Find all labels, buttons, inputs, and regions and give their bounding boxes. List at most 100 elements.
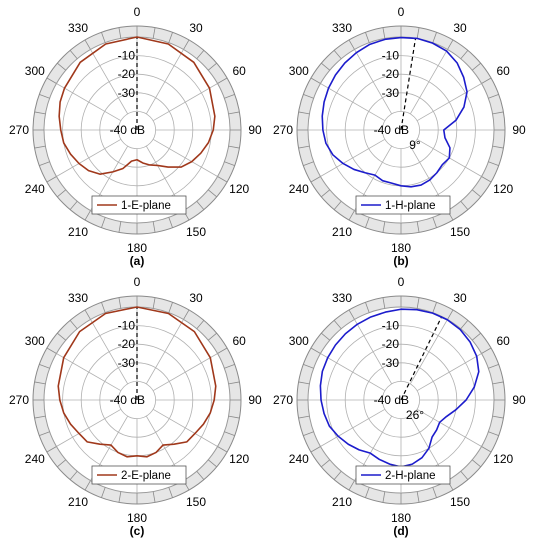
angle-tick-label: 90	[248, 123, 262, 137]
angle-tick-mark	[84, 480, 91, 491]
angle-tick-mark	[471, 459, 481, 468]
angle-tick-mark	[310, 347, 321, 354]
polar-panel-d: 0 30 60 90 120 150 180 210 240 270 300 330 -10 -20 -30…	[273, 275, 526, 538]
angle-tick-mark	[183, 39, 190, 50]
angle-tick-label: 90	[248, 393, 262, 407]
legend-label: 2-H-plane	[385, 470, 436, 482]
angle-tick-mark	[207, 332, 217, 341]
angle-tick-mark	[224, 364, 235, 369]
angle-tick-label: 300	[289, 334, 309, 348]
angle-tick-mark	[84, 309, 91, 320]
angle-tick-mark	[57, 332, 67, 341]
angle-tick-mark	[416, 221, 420, 233]
angle-tick-mark	[34, 145, 46, 149]
angle-tick-mark	[34, 381, 46, 385]
radial-tick-label: -30	[382, 356, 400, 370]
angle-tick-mark	[298, 381, 310, 385]
grid-spoke	[56, 138, 122, 177]
angle-tick-label: 30	[453, 291, 467, 305]
angle-tick-mark	[303, 161, 314, 166]
angle-tick-label: 0	[398, 275, 405, 289]
radial-tick-label: -10	[118, 49, 136, 63]
angle-tick-label: 240	[289, 182, 309, 196]
angle-tick-mark	[321, 62, 331, 71]
radial-tick-label: -30	[118, 356, 136, 370]
angle-tick-mark	[460, 470, 469, 480]
grid-spoke	[56, 83, 122, 122]
angle-tick-label: 270	[9, 123, 29, 137]
angle-tick-mark	[46, 347, 57, 354]
angle-tick-mark	[460, 320, 469, 330]
angle-tick-mark	[321, 189, 331, 198]
grid-spoke	[90, 319, 129, 385]
angle-tick-mark	[471, 62, 481, 71]
angle-tick-mark	[196, 470, 205, 480]
angle-tick-label: 270	[9, 393, 29, 407]
angle-tick-mark	[488, 364, 499, 369]
grid-spoke	[152, 408, 218, 447]
radial-tick-label: -10	[382, 319, 400, 333]
angle-tick-label: 60	[497, 64, 511, 78]
angle-tick-label: 0	[398, 5, 405, 19]
angle-tick-label: 240	[289, 452, 309, 466]
angle-tick-label: 180	[391, 241, 411, 255]
angle-tick-mark	[460, 50, 469, 60]
angle-tick-mark	[365, 217, 370, 228]
angle-tick-mark	[432, 302, 437, 313]
angle-tick-mark	[471, 332, 481, 341]
angle-tick-mark	[69, 200, 78, 210]
grid-spoke	[152, 138, 218, 177]
angle-tick-mark	[321, 332, 331, 341]
angle-tick-mark	[224, 431, 235, 436]
angle-tick-mark	[39, 161, 50, 166]
angle-tick-mark	[298, 415, 310, 419]
angle-tick-mark	[46, 446, 57, 453]
radial-tick-label: -30	[382, 86, 400, 100]
grid-spoke	[409, 319, 448, 385]
angle-tick-mark	[228, 381, 240, 385]
angle-tick-mark	[101, 487, 106, 498]
panel-caption: (b)	[393, 254, 408, 268]
angle-tick-mark	[416, 491, 420, 503]
angle-tick-mark	[348, 210, 355, 221]
polar-panel-c: 0 30 60 90 120 150 180 210 240 270 300 330 -10 -20 -30…	[9, 275, 262, 538]
angle-tick-mark	[39, 94, 50, 99]
angle-tick-mark	[303, 364, 314, 369]
radial-tick-label: -20	[382, 67, 400, 81]
angle-tick-label: 330	[332, 291, 352, 305]
angle-tick-label: 0	[134, 5, 141, 19]
grid-spoke	[90, 49, 129, 115]
angle-tick-label: 60	[233, 334, 247, 348]
grid-spoke	[320, 408, 386, 447]
angle-tick-mark	[168, 487, 173, 498]
angle-tick-label: 330	[332, 21, 352, 35]
angle-tick-label: 270	[273, 393, 293, 407]
angle-tick-label: 120	[229, 452, 249, 466]
angle-tick-label: 210	[68, 225, 88, 239]
angle-tick-mark	[39, 364, 50, 369]
angle-tick-mark	[207, 189, 217, 198]
angle-tick-label: 180	[127, 511, 147, 525]
angle-tick-mark	[310, 446, 321, 453]
angle-tick-mark	[101, 302, 106, 313]
angle-tick-label: 150	[186, 495, 206, 509]
polar-panel-b: 0 30 60 90 120 150 180 210 240 270 300 330 -10 -20 -30…	[273, 5, 526, 268]
angle-tick-mark	[348, 39, 355, 50]
angle-tick-mark	[196, 200, 205, 210]
angle-tick-mark	[416, 297, 420, 309]
grid-spoke	[152, 353, 218, 392]
angle-tick-mark	[34, 111, 46, 115]
radial-tick-label: -20	[118, 67, 136, 81]
angle-tick-label: 30	[189, 291, 203, 305]
angle-tick-mark	[298, 145, 310, 149]
angle-tick-label: 210	[332, 225, 352, 239]
angle-tick-mark	[69, 470, 78, 480]
angle-tick-mark	[69, 50, 78, 60]
radial-tick-label: -40 dB	[110, 123, 145, 137]
angle-tick-mark	[365, 487, 370, 498]
angle-tick-mark	[217, 446, 228, 453]
radial-tick-label: -20	[382, 337, 400, 351]
angle-tick-label: 150	[450, 495, 470, 509]
beam-direction-line	[400, 38, 417, 131]
